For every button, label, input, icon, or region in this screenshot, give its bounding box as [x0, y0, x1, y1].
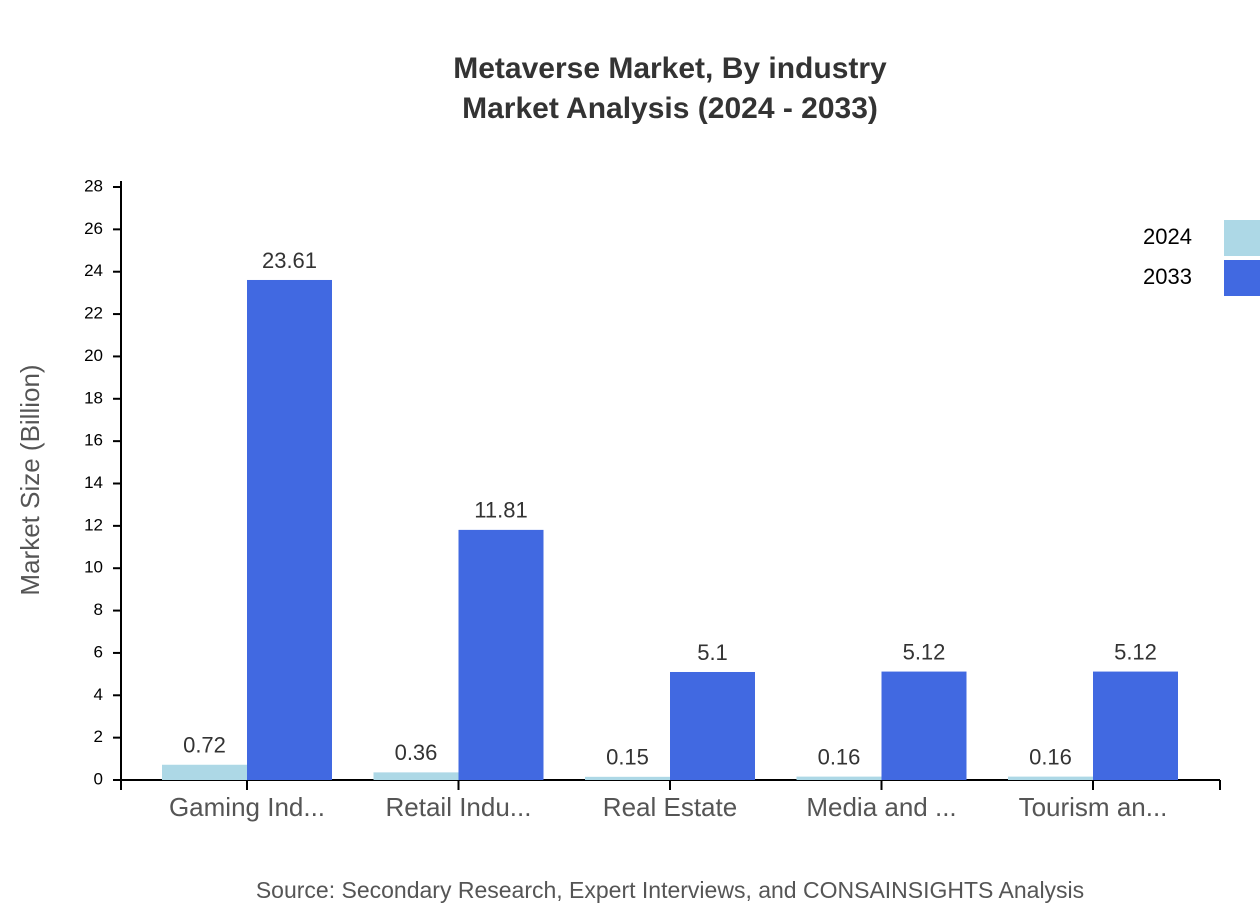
- y-tick-label: 14: [84, 473, 103, 492]
- y-tick-label: 20: [84, 346, 103, 365]
- value-label: 5.1: [697, 640, 728, 665]
- bar: [162, 764, 247, 780]
- bar: [1008, 776, 1093, 780]
- value-label: 0.36: [395, 740, 438, 765]
- y-tick-label: 18: [84, 388, 103, 407]
- value-label: 11.81: [474, 498, 527, 523]
- y-tick-label: 6: [94, 642, 103, 661]
- chart-title: Metaverse Market, By industry: [453, 52, 887, 85]
- x-tick-label: Real Estate: [603, 792, 737, 822]
- y-tick-label: 8: [94, 600, 103, 619]
- y-tick-label: 12: [84, 515, 103, 534]
- bar: [881, 671, 967, 780]
- y-tick-label: 26: [84, 219, 103, 238]
- bar: [247, 279, 332, 780]
- chart-subtitle: Market Analysis (2024 - 2033): [462, 92, 878, 125]
- y-tick-label: 4: [94, 685, 103, 704]
- bar: [458, 529, 544, 780]
- value-label: 0.16: [818, 744, 861, 769]
- x-tick-label: Gaming Ind...: [169, 792, 325, 822]
- y-tick-label: 2: [94, 727, 103, 746]
- y-tick-label: 28: [84, 176, 103, 195]
- legend-swatch: [1224, 260, 1260, 296]
- value-label: 5.12: [903, 639, 946, 664]
- legend-swatch: [1224, 220, 1260, 256]
- bar: [670, 671, 755, 780]
- legend-label: 2024: [1143, 224, 1192, 249]
- value-label: 0.16: [1029, 744, 1072, 769]
- value-label: 5.12: [1114, 639, 1157, 664]
- value-label: 23.61: [262, 248, 317, 273]
- y-tick-label: 16: [84, 431, 103, 450]
- y-tick-label: 22: [84, 304, 103, 323]
- y-axis-label: Market Size (Billion): [15, 364, 45, 595]
- y-tick-label: 24: [84, 261, 103, 280]
- bar: [585, 776, 670, 780]
- x-tick-label: Tourism an...: [1019, 792, 1168, 822]
- y-tick-label: 10: [84, 558, 103, 577]
- value-label: 0.72: [183, 733, 226, 758]
- bar: [796, 776, 882, 780]
- x-tick-label: Media and ...: [806, 792, 956, 822]
- source-note: Source: Secondary Research, Expert Inter…: [256, 877, 1084, 903]
- legend-label: 2033: [1143, 264, 1192, 289]
- value-label: 0.15: [606, 745, 649, 770]
- x-tick-label: Retail Indu...: [386, 792, 532, 822]
- bar: [1093, 671, 1178, 780]
- bar: [373, 772, 459, 780]
- y-tick-label: 0: [94, 769, 103, 788]
